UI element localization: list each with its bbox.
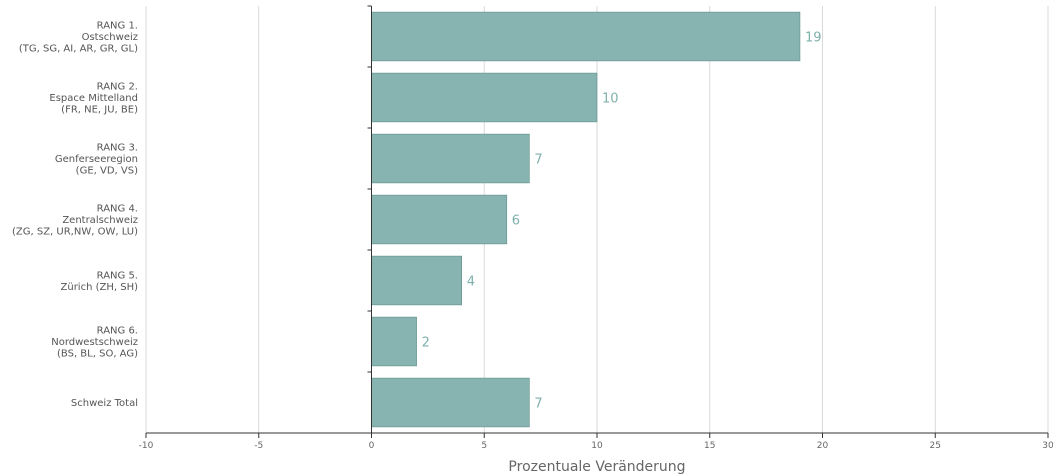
bar [371,11,801,62]
category-label: Schweiz Total [71,398,138,409]
data-label: 7 [534,153,542,168]
x-axis-title: Prozentuale Veränderung [508,459,685,475]
bar [371,194,508,245]
labels: 19 RANG 1. Ostschweiz (TG, SG, AI, AR, GR, … [12,21,1053,452]
axes [145,5,1049,438]
bars [371,11,801,428]
grid-lines [145,6,1049,433]
category-label: RANG 3. Genferseeregion (GE, VD, VS) [55,143,138,177]
x-tick-label: -10 [139,441,154,451]
data-label: 2 [422,336,430,351]
x-tick-label: 5 [481,441,487,451]
x-tick-label: 10 [591,441,603,451]
data-label: 10 [602,92,619,107]
data-label: 19 [805,31,822,46]
category-label: RANG 4. Zentralschweiz (ZG, SZ, UR,NW, OW,… [12,204,138,238]
data-label: 4 [467,275,475,290]
x-tick-label: 0 [369,441,375,451]
bar [371,316,417,367]
category-label: RANG 5. Zürich (ZH, SH) [61,270,139,293]
category-label: RANG 1. Ostschweiz (TG, SG, AI, AR, GR, GL… [19,21,138,55]
bar [371,72,598,123]
category-label: RANG 6. Nordwestschweiz (BS, BL, SO, AG) [51,326,138,360]
category-label: RANG 2. Espace Mittelland (FR, NE, JU, BE) [49,82,138,116]
bar [371,133,530,184]
bar [371,255,462,306]
data-label: 6 [512,214,520,229]
bar [371,377,530,428]
x-tick-label: 30 [1042,441,1053,451]
x-tick-label: 20 [817,441,829,451]
x-tick-label: -5 [254,441,263,451]
x-tick-label: 15 [704,441,715,451]
data-label: 7 [534,397,542,412]
x-tick-label: 25 [930,441,941,451]
